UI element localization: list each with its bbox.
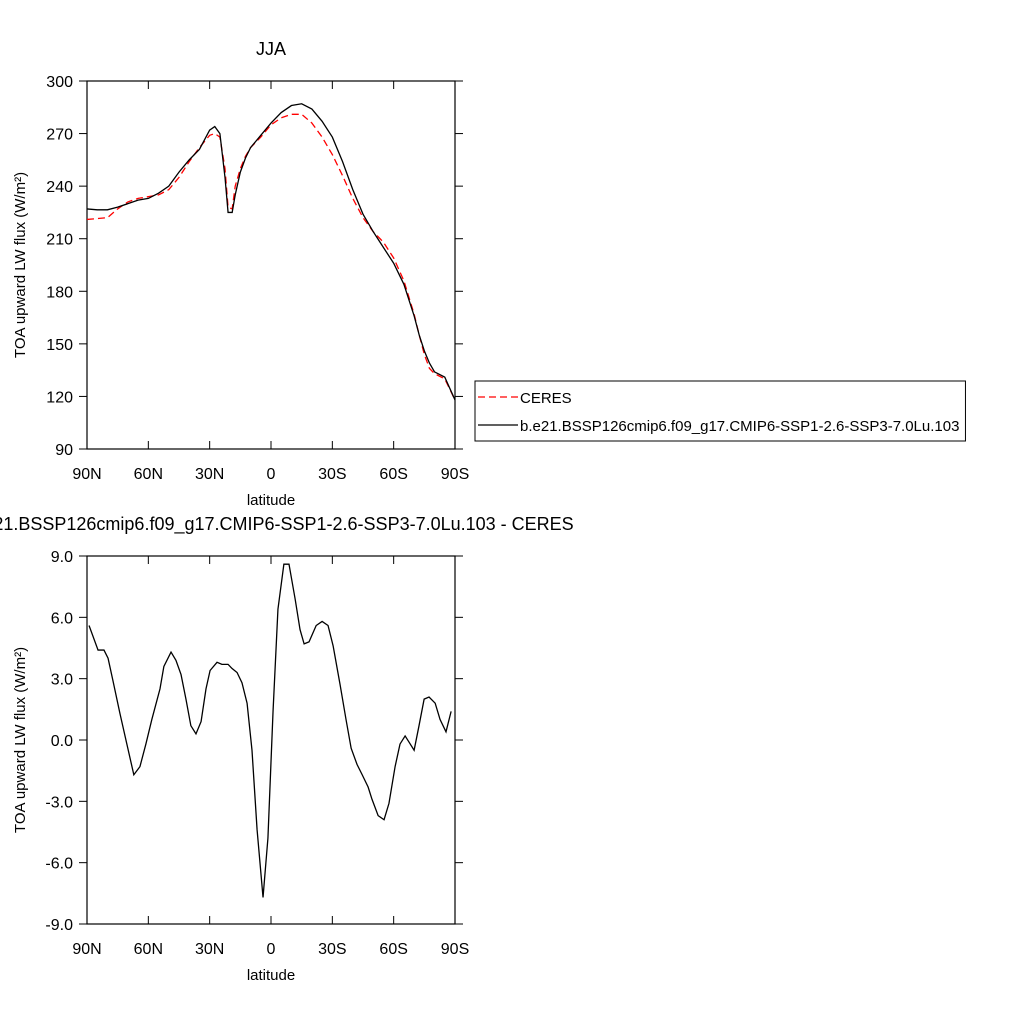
x-tick-label: 90N xyxy=(72,466,101,483)
data-line xyxy=(86,113,456,401)
y-tick-label: 300 xyxy=(46,74,73,91)
chart-title: b.e21.BSSP126cmip6.f09_g17.CMIP6-SSP1-2.… xyxy=(0,514,574,535)
x-axis-label: latitude xyxy=(247,492,295,509)
y-tick-label: 150 xyxy=(46,337,73,354)
y-tick-label: 210 xyxy=(46,232,73,249)
x-tick-label: 60S xyxy=(379,941,407,958)
chart-title: JJA xyxy=(256,39,286,59)
y-tick-label: 90 xyxy=(55,442,73,459)
x-tick-label: 90N xyxy=(72,941,101,958)
y-tick-label: 6.0 xyxy=(51,610,73,627)
x-tick-label: 30S xyxy=(318,941,346,958)
y-tick-label: 240 xyxy=(46,179,73,196)
x-tick-label: 90S xyxy=(441,941,469,958)
y-tick-label: 180 xyxy=(46,284,73,301)
y-tick-label: -9.0 xyxy=(45,917,73,934)
x-tick-label: 0 xyxy=(267,941,276,958)
x-tick-label: 60S xyxy=(379,466,407,483)
x-tick-label: 90S xyxy=(441,466,469,483)
y-axis-label: TOA upward LW flux (W/m²) xyxy=(12,647,29,833)
y-tick-label: -3.0 xyxy=(45,794,73,811)
legend: CERES b.e21.BSSP126cmip6.f09_g17.CMIP6-SS… xyxy=(474,380,966,442)
y-tick-label: 120 xyxy=(46,389,73,406)
legend-box xyxy=(474,380,966,442)
plot-frame xyxy=(86,80,456,450)
y-axis-label: TOA upward LW flux (W/m²) xyxy=(12,172,29,358)
y-tick-label: 270 xyxy=(46,127,73,144)
legend-label: CERES xyxy=(520,390,572,407)
y-tick-label: 0.0 xyxy=(51,733,73,750)
data-line xyxy=(88,563,452,898)
x-tick-label: 60N xyxy=(134,941,163,958)
x-tick-label: 60N xyxy=(134,466,163,483)
data-line xyxy=(86,103,456,401)
x-tick-label: 0 xyxy=(267,466,276,483)
y-tick-label: 9.0 xyxy=(51,549,73,566)
legend-label: b.e21.BSSP126cmip6.f09_g17.CMIP6-SSP1-2.… xyxy=(520,418,959,435)
y-tick-label: 3.0 xyxy=(51,672,73,689)
x-axis-label: latitude xyxy=(247,967,295,984)
y-tick-label: -6.0 xyxy=(45,856,73,873)
plot-frame xyxy=(86,555,456,925)
x-tick-label: 30N xyxy=(195,466,224,483)
x-tick-label: 30N xyxy=(195,941,224,958)
x-tick-label: 30S xyxy=(318,466,346,483)
